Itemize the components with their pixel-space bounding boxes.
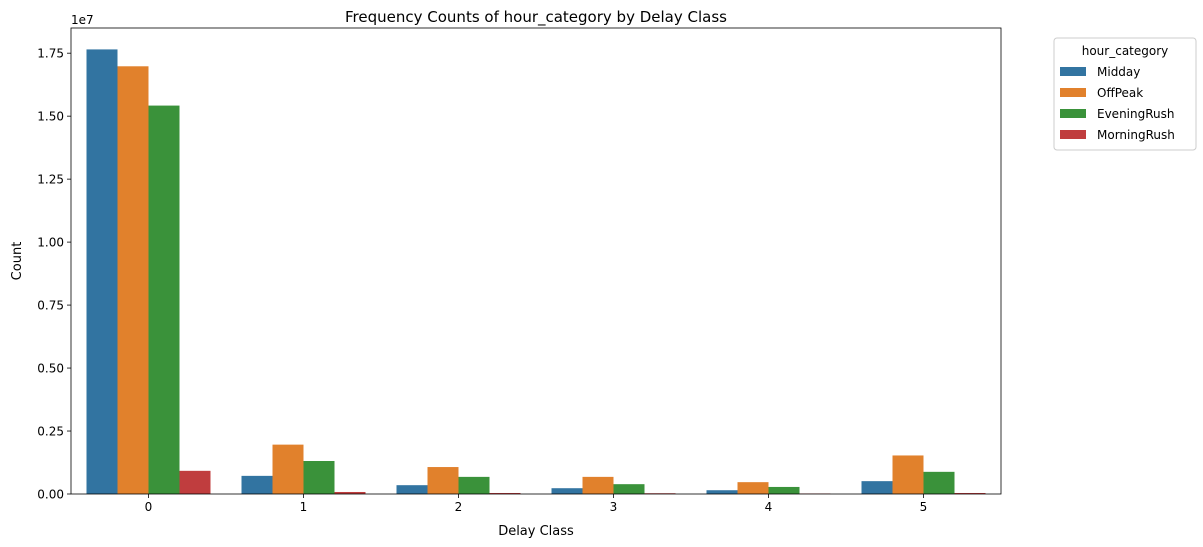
y-axis-offset-text: 1e7 — [71, 13, 94, 27]
bar-morningrush-class-5 — [954, 492, 986, 494]
bar-eveningrush-class-3 — [613, 484, 645, 494]
bar-morningrush-class-1 — [334, 491, 366, 494]
bar-midday-class-4 — [706, 490, 738, 494]
bar-morningrush-class-2 — [489, 492, 521, 494]
x-tick-label: 2 — [455, 500, 463, 514]
bar-morningrush-class-0 — [179, 470, 211, 494]
y-tick-label: 0.00 — [37, 488, 64, 502]
legend-swatch-midday — [1060, 67, 1086, 76]
bar-midday-class-5 — [861, 481, 893, 494]
legend-swatch-offpeak — [1060, 88, 1086, 97]
bar-offpeak-class-0 — [117, 66, 149, 494]
y-ticks-group: 0.00 0.25 0.50 0.75 1.00 1.25 1.50 1.75 — [37, 47, 71, 502]
y-tick-label: 0.50 — [37, 362, 64, 376]
legend-label-midday: Midday — [1097, 65, 1140, 79]
y-tick-label: 1.25 — [37, 173, 64, 187]
bar-offpeak-class-2 — [427, 467, 459, 494]
legend-swatch-morningrush — [1060, 130, 1086, 139]
x-tick-label: 5 — [920, 500, 928, 514]
bar-offpeak-class-5 — [892, 455, 924, 494]
y-tick-label: 0.25 — [37, 425, 64, 439]
bar-eveningrush-class-0 — [148, 105, 180, 494]
bar-midday-class-3 — [551, 488, 583, 494]
y-tick-label: 0.75 — [37, 299, 64, 313]
legend-swatch-eveningrush — [1060, 109, 1086, 118]
x-axis-label: Delay Class — [498, 524, 574, 539]
bar-midday-class-2 — [396, 485, 428, 494]
x-tick-label: 1 — [300, 500, 308, 514]
legend-box — [1053, 37, 1197, 151]
x-tick-label: 0 — [145, 500, 153, 514]
bar-midday-class-1 — [241, 475, 273, 494]
legend-label-morningrush: MorningRush — [1097, 128, 1175, 142]
plot-frame — [70, 27, 1002, 495]
bar-eveningrush-class-2 — [458, 476, 490, 494]
legend: hour_category Midday OffPeak EveningRush Mor… — [1053, 37, 1197, 151]
x-ticks-group: 0 1 2 3 4 5 — [145, 494, 928, 514]
y-tick-label: 1.75 — [37, 47, 64, 61]
x-tick-label: 3 — [610, 500, 618, 514]
x-tick-label: 4 — [765, 500, 773, 514]
bar-offpeak-class-3 — [582, 476, 614, 494]
y-tick-label: 1.50 — [37, 110, 64, 124]
legend-title: hour_category — [1082, 44, 1169, 58]
bars-group — [86, 49, 986, 494]
bar-offpeak-class-4 — [737, 482, 769, 494]
chart-title: Frequency Counts of hour_category by Del… — [345, 8, 727, 27]
legend-label-eveningrush: EveningRush — [1097, 107, 1175, 121]
y-tick-label: 1.00 — [37, 236, 64, 250]
bar-eveningrush-class-5 — [923, 471, 955, 494]
y-axis-label: Count — [10, 242, 25, 281]
bar-eveningrush-class-4 — [768, 486, 800, 494]
bar-midday-class-0 — [86, 49, 118, 494]
bar-offpeak-class-1 — [272, 444, 304, 494]
legend-label-offpeak: OffPeak — [1097, 86, 1143, 100]
bar-eveningrush-class-1 — [303, 461, 335, 494]
